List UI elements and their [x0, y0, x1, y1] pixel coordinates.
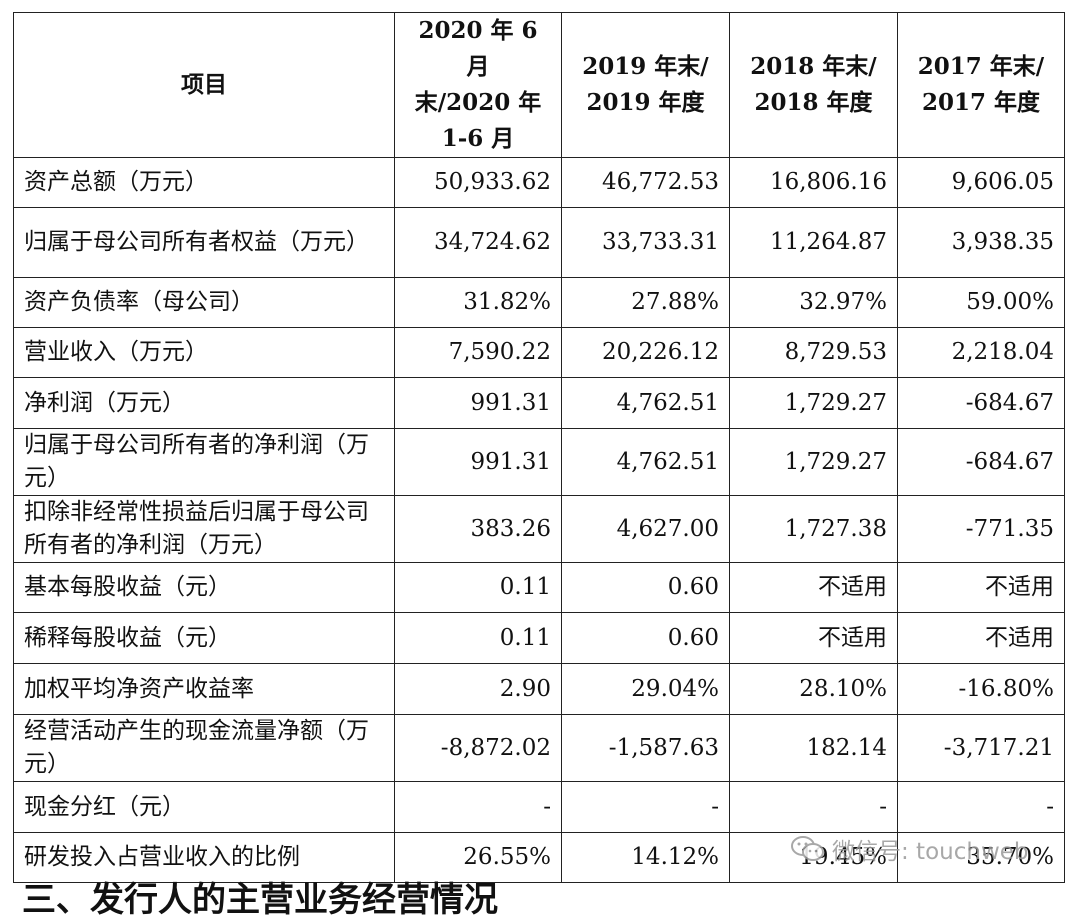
table-row: 扣除非经常性损益后归属于母公司所有者的净利润（万元） 383.26 4,627.00…	[13, 495, 1065, 563]
row-label: 稀释每股收益（元）	[13, 612, 395, 664]
watermark-text: 微信号: touchweb	[832, 839, 1029, 865]
table-row: 资产总额（万元） 50,933.62 46,772.53 16,806.16 9,606…	[13, 157, 1065, 208]
row-label: 资产总额（万元）	[13, 157, 395, 208]
cell-value: -3,717.21	[897, 714, 1065, 782]
cell-value: 不适用	[897, 612, 1065, 664]
wechat-icon	[790, 835, 826, 863]
cell-value: 27.88%	[561, 277, 730, 328]
table-header-row: 项目 2020 年 6 月末/2020 年 1-6 月 2019 年末/2019 …	[13, 12, 1065, 158]
cell-value: 59.00%	[897, 277, 1065, 328]
cell-value: 28.10%	[729, 663, 898, 715]
cell-value: 0.11	[394, 562, 562, 613]
cell-value: 11,264.87	[729, 207, 898, 278]
table-row: 净利润（万元） 991.31 4,762.51 1,729.27 -684.67	[13, 377, 1065, 429]
cell-value: 4,762.51	[561, 377, 730, 429]
row-label: 资产负债率（母公司）	[13, 277, 395, 328]
cell-value: -684.67	[897, 377, 1065, 429]
cell-value: -	[561, 781, 730, 833]
cell-value: 9,606.05	[897, 157, 1065, 208]
cell-value: 不适用	[729, 562, 898, 613]
row-label: 研发投入占营业收入的比例	[13, 832, 395, 883]
cell-value: 2.90	[394, 663, 562, 715]
cell-value: -	[729, 781, 898, 833]
cell-value: 0.11	[394, 612, 562, 664]
cell-value: 383.26	[394, 495, 562, 563]
table-row: 归属于母公司所有者的净利润（万元） 991.31 4,762.51 1,729.27-…	[13, 428, 1065, 496]
cell-value: -8,872.02	[394, 714, 562, 782]
cell-value: 不适用	[897, 562, 1065, 613]
cell-value: 34,724.62	[394, 207, 562, 278]
cell-value: 33,733.31	[561, 207, 730, 278]
cell-value: 8,729.53	[729, 327, 898, 378]
cell-value: 不适用	[729, 612, 898, 664]
header-2020h1: 2020 年 6 月末/2020 年 1-6 月	[394, 12, 562, 158]
cell-value: 0.60	[561, 612, 730, 664]
cell-value: 4,762.51	[561, 428, 730, 496]
row-label: 净利润（万元）	[13, 377, 395, 429]
cell-value: 1,729.27	[729, 428, 898, 496]
row-label: 加权平均净资产收益率	[13, 663, 395, 715]
row-label: 归属于母公司所有者的净利润（万元）	[13, 428, 395, 496]
cell-value: 35.70%	[897, 832, 1065, 883]
cell-value: 26.55%	[394, 832, 562, 883]
table-row: 归属于母公司所有者权益（万元） 34,724.62 33,733.31 11,264.…	[13, 207, 1065, 278]
header-item: 项目	[13, 12, 395, 158]
cell-value: 0.60	[561, 562, 730, 613]
section-heading: 三、发行人的主营业务经营情况	[22, 880, 498, 920]
cell-value: -16.80%	[897, 663, 1065, 715]
cell-value: -	[394, 781, 562, 833]
cell-value: 182.14	[729, 714, 898, 782]
financial-summary-table: 项目 2020 年 6 月末/2020 年 1-6 月 2019 年末/2019 …	[13, 12, 1065, 883]
cell-value: 2,218.04	[897, 327, 1065, 378]
cell-value: 4,627.00	[561, 495, 730, 563]
wechat-watermark: 微信号: touchweb	[790, 832, 1029, 866]
cell-value: 20,226.12	[561, 327, 730, 378]
cell-value: 3,938.35	[897, 207, 1065, 278]
row-label: 归属于母公司所有者权益（万元）	[13, 207, 395, 278]
cell-value: 14.12%	[561, 832, 730, 883]
cell-value: -	[897, 781, 1065, 833]
cell-value: -771.35	[897, 495, 1065, 563]
cell-value: 1,729.27	[729, 377, 898, 429]
cell-value: 46,772.53	[561, 157, 730, 208]
table-row: 经营活动产生的现金流量净额（万元） -8,872.02 -1,587.63 182.1…	[13, 714, 1065, 782]
table-body: 资产总额（万元） 50,933.62 46,772.53 16,806.16 9,606…	[13, 157, 1065, 883]
row-label: 经营活动产生的现金流量净额（万元）	[13, 714, 395, 782]
header-2019: 2019 年末/2019 年度	[561, 12, 730, 158]
row-label: 基本每股收益（元）	[13, 562, 395, 613]
cell-value: -684.67	[897, 428, 1065, 496]
header-2018: 2018 年末/2018 年度	[729, 12, 898, 158]
header-2017: 2017 年末/2017 年度	[897, 12, 1065, 158]
row-label: 扣除非经常性损益后归属于母公司所有者的净利润（万元）	[13, 495, 395, 563]
cell-value: 32.97%	[729, 277, 898, 328]
cell-value: 991.31	[394, 377, 562, 429]
row-label: 营业收入（万元）	[13, 327, 395, 378]
cell-value: 16,806.16	[729, 157, 898, 208]
cell-value: 991.31	[394, 428, 562, 496]
cell-value: 29.04%	[561, 663, 730, 715]
table-row: 现金分红（元） - - - -	[13, 781, 1065, 833]
table-row: 稀释每股收益（元） 0.11 0.60 不适用 不适用	[13, 612, 1065, 664]
cell-value: 31.82%	[394, 277, 562, 328]
table-row: 营业收入（万元） 7,590.22 20,226.12 8,729.53 2,218.0…	[13, 327, 1065, 378]
table-row: 基本每股收益（元） 0.11 0.60 不适用 不适用	[13, 562, 1065, 613]
cell-value: -1,587.63	[561, 714, 730, 782]
table-row: 加权平均净资产收益率 2.90 29.04% 28.10% -16.80%	[13, 663, 1065, 715]
table-row: 研发投入占营业收入的比例 26.55% 14.12% 19.45% 35.70%	[13, 832, 1065, 883]
row-label: 现金分红（元）	[13, 781, 395, 833]
cell-value: 1,727.38	[729, 495, 898, 563]
cell-value: 7,590.22	[394, 327, 562, 378]
cell-value: 50,933.62	[394, 157, 562, 208]
table-row: 资产负债率（母公司） 31.82% 27.88% 32.97% 59.00%	[13, 277, 1065, 328]
